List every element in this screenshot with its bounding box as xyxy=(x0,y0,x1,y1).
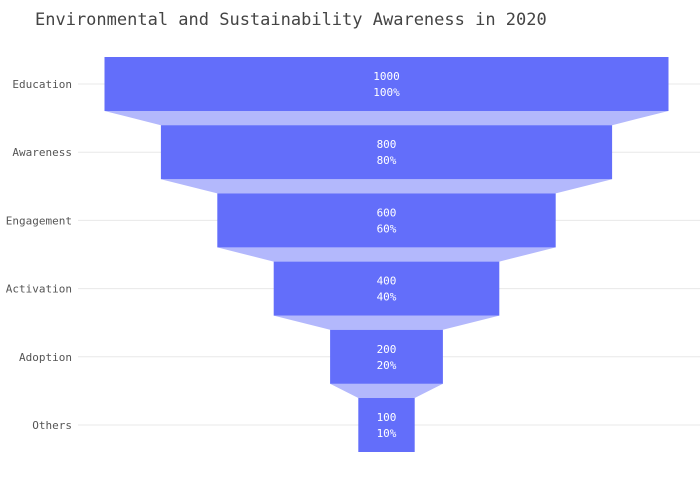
value-label-education: 1000 xyxy=(373,70,400,83)
percent-label-awareness: 80% xyxy=(377,154,397,167)
label-layer: 1000 100% 800 80% 600 60% 400 40% 200 20% 100 10% xyxy=(373,70,400,440)
value-label-activation: 400 xyxy=(377,275,397,288)
chart-title: Environmental and Sustainability Awarene… xyxy=(35,10,547,30)
funnel-bar-education xyxy=(104,57,669,111)
y-tick-label-others: Others xyxy=(32,419,72,432)
value-label-adoption: 200 xyxy=(377,343,397,356)
value-label-awareness: 800 xyxy=(377,138,397,151)
tick-layer: Education Awareness Engagement Activation Ad… xyxy=(6,78,72,432)
funnel-connector-1 xyxy=(104,111,669,126)
bar-layer xyxy=(104,57,669,452)
y-tick-label-engagement: Engagement xyxy=(6,214,72,227)
funnel-connector-4 xyxy=(273,315,500,330)
y-tick-label-education: Education xyxy=(12,78,72,91)
percent-label-engagement: 60% xyxy=(377,222,397,235)
funnel-bar-others xyxy=(358,398,415,452)
connector-layer xyxy=(104,111,669,398)
percent-label-others: 10% xyxy=(377,427,397,440)
y-tick-label-adoption: Adoption xyxy=(19,351,72,364)
funnel-connector-3 xyxy=(217,247,556,262)
percent-label-education: 100% xyxy=(373,86,400,99)
y-tick-label-awareness: Awareness xyxy=(12,146,72,159)
y-tick-label-activation: Activation xyxy=(6,283,72,296)
funnel-connector-5 xyxy=(330,383,443,398)
funnel-bar-activation xyxy=(273,261,500,316)
funnel-bar-adoption xyxy=(330,329,443,384)
value-label-others: 100 xyxy=(377,411,397,424)
funnel-bar-awareness xyxy=(160,125,613,180)
funnel-connector-2 xyxy=(160,179,613,194)
value-label-engagement: 600 xyxy=(377,206,397,219)
percent-label-activation: 40% xyxy=(377,291,397,304)
percent-label-adoption: 20% xyxy=(377,359,397,372)
funnel-bar-engagement xyxy=(217,193,556,248)
